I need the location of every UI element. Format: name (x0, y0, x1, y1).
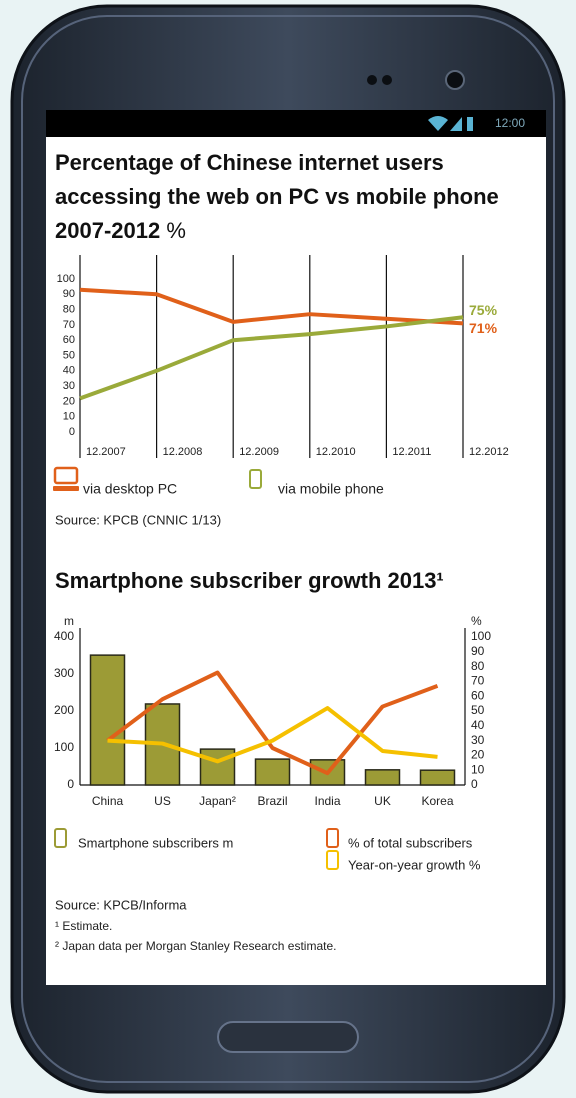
x-tick-label: 12.2010 (316, 446, 356, 458)
y2-tick-label: 50 (471, 703, 485, 717)
status-bar (46, 110, 546, 137)
y2-tick-label: 0 (471, 777, 478, 791)
chart-title: Smartphone subscriber growth 2013¹ (55, 564, 540, 598)
y-tick-label: 30 (63, 380, 75, 392)
x-tick-label: 12.2011 (392, 446, 431, 458)
y-tick-label: 100 (54, 740, 74, 754)
y2-tick-label: 90 (471, 644, 485, 658)
x-tick-label: India (314, 794, 340, 808)
status-time: 12:00 (495, 116, 525, 130)
source: Source: KPCB (CNNIC 1/13) (55, 512, 221, 527)
x-tick-label: 12.2009 (239, 446, 279, 458)
signal-icon (450, 117, 462, 131)
y-tick-label: 60 (63, 334, 75, 346)
bar (254, 758, 291, 786)
chart-title: Percentage of Chinese internet users acc… (55, 146, 540, 248)
data-line (79, 287, 464, 326)
y-tick-label: 0 (69, 426, 75, 438)
battery-icon (467, 117, 473, 131)
legend-label: via desktop PC (83, 481, 177, 497)
x-tick-label: US (154, 794, 171, 808)
y2-tick-label: 40 (471, 718, 485, 732)
legend-label: via mobile phone (278, 481, 384, 497)
legend-icon (249, 469, 262, 489)
wifi-icon (428, 116, 448, 131)
footnote: ¹ Estimate. (55, 919, 112, 933)
data-line (106, 670, 439, 776)
y-axis-label: m (64, 614, 74, 628)
sensor (367, 75, 377, 85)
legend-icon (53, 486, 79, 491)
legend-icon (326, 850, 339, 870)
x-tick-label: 12.2007 (86, 446, 126, 458)
y-tick-label: 400 (54, 629, 74, 643)
bar (419, 769, 456, 786)
y2-tick-label: 60 (471, 688, 485, 702)
data-line (107, 706, 438, 764)
y-tick-label: 100 (57, 273, 75, 285)
bar (364, 769, 401, 786)
legend-icon (326, 828, 339, 848)
legend-label: Smartphone subscribers m (78, 835, 233, 850)
y2-axis-label: % (471, 614, 482, 628)
y2-tick-label: 70 (471, 674, 485, 688)
y-tick-label: 50 (63, 349, 75, 361)
y2-tick-label: 80 (471, 659, 485, 673)
legend-icon (53, 466, 79, 485)
y-tick-label: 300 (54, 666, 74, 680)
y-tick-label: 90 (63, 288, 75, 300)
x-tick-label: 12.2008 (163, 446, 203, 458)
footnote: ² Japan data per Morgan Stanley Research… (55, 939, 336, 953)
legend-icon (54, 828, 67, 848)
y2-tick-label: 10 (471, 762, 485, 776)
camera (445, 70, 465, 90)
data-line (79, 315, 464, 401)
sensor (382, 75, 392, 85)
phone-rim (21, 15, 555, 1083)
x-tick-label: UK (374, 794, 391, 808)
value-label: 71% (469, 320, 498, 336)
title-text: Percentage of Chinese internet users acc… (55, 150, 499, 243)
value-label: 75% (469, 302, 498, 318)
x-tick-label: Brazil (257, 794, 287, 808)
legend-label: Year-on-year growth % (348, 857, 481, 872)
y-tick-label: 80 (63, 304, 75, 316)
bar (89, 654, 126, 786)
title-text: Smartphone subscriber growth 2013¹ (55, 568, 444, 593)
y2-tick-label: 20 (471, 748, 485, 762)
home-button (217, 1021, 359, 1053)
y-tick-label: 0 (67, 777, 74, 791)
source: Source: KPCB/Informa (55, 897, 187, 912)
x-tick-label: Korea (421, 794, 453, 808)
title-unit: % (166, 218, 186, 243)
x-tick-label: China (92, 794, 124, 808)
y-tick-label: 40 (63, 365, 75, 377)
legend-label: % of total subscribers (348, 835, 473, 850)
y-tick-label: 10 (63, 411, 75, 423)
y-tick-label: 70 (63, 319, 75, 331)
y2-tick-label: 30 (471, 733, 485, 747)
bar (199, 748, 236, 786)
x-tick-label: Japan² (199, 794, 236, 808)
y2-tick-label: 100 (471, 629, 491, 643)
x-tick-label: 12.2012 (469, 446, 509, 458)
y-tick-label: 20 (63, 395, 75, 407)
y-tick-label: 200 (54, 703, 74, 717)
